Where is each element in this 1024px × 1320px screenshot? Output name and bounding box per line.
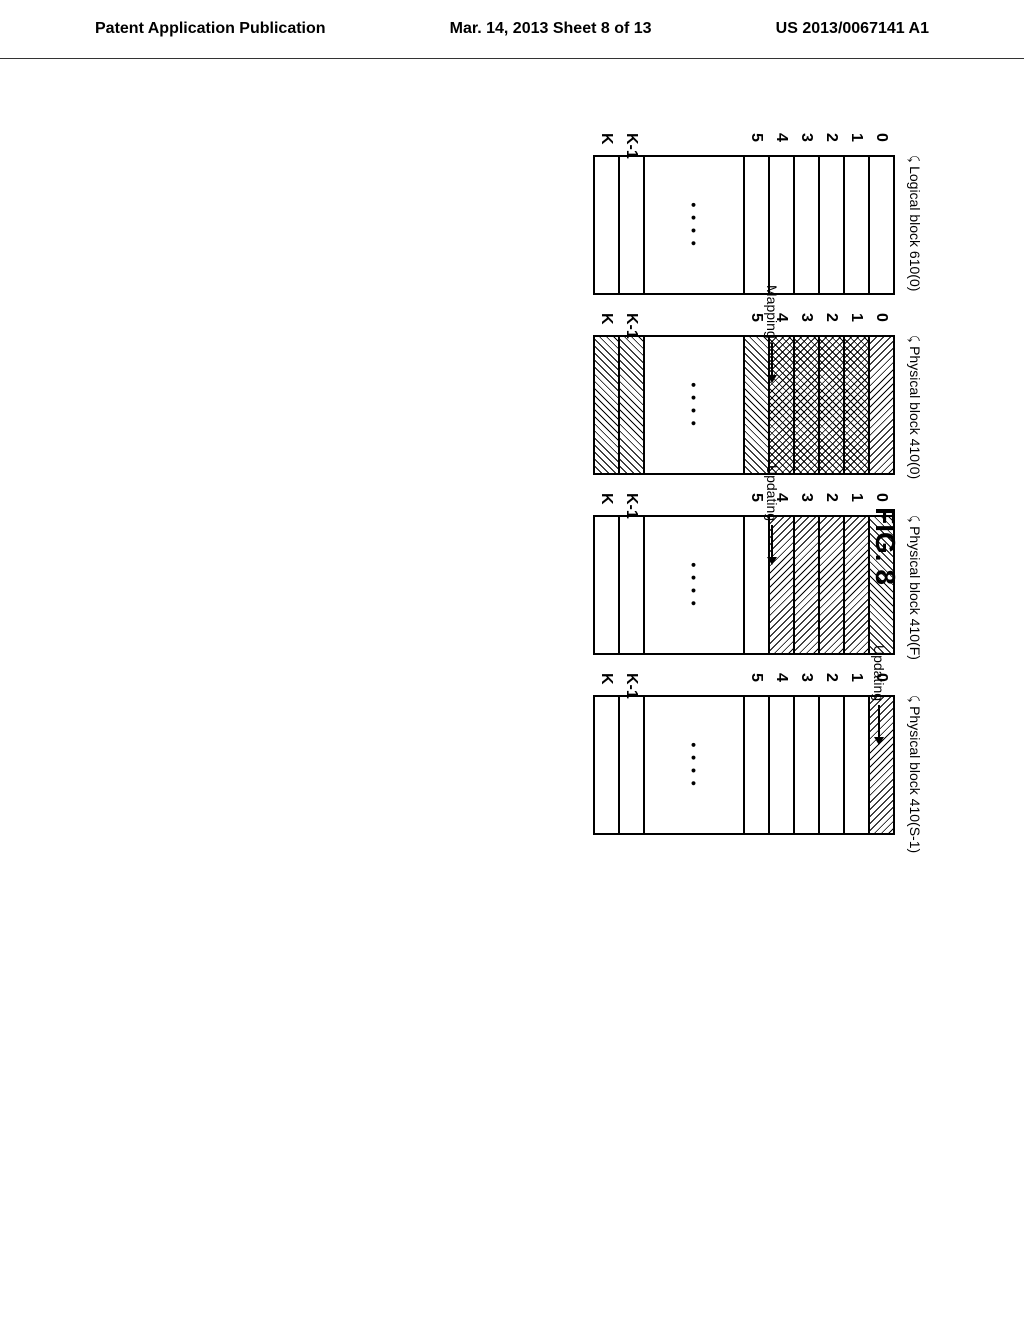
- figure-label: FIG. 8: [869, 507, 901, 585]
- page-number: 2: [823, 673, 841, 682]
- page-cell: 0: [868, 337, 893, 473]
- block-wrapper-2: ⤹ Physical block 410(F)012345• • • •K-1K…: [593, 515, 895, 655]
- block-wrapper-1: ⤹ Physical block 410(0)012345• • • •K-1K…: [593, 335, 895, 475]
- page-cell: 2: [818, 697, 843, 833]
- page-number: K: [598, 133, 616, 145]
- page-number: 3: [798, 133, 816, 142]
- page-number: K-1: [623, 133, 641, 159]
- page-number: 5: [748, 313, 766, 322]
- page-cell: 5: [743, 697, 768, 833]
- page-cell: K: [593, 157, 618, 293]
- page-number: 0: [873, 133, 891, 142]
- blocks-container: ⤹ Logical block 610(0)012345• • • •K-1KM…: [593, 155, 895, 885]
- page-number: 2: [823, 133, 841, 142]
- page-number: K-1: [623, 673, 641, 699]
- page-cell: 1: [843, 697, 868, 833]
- figure-diagram: ⤹ Logical block 610(0)012345• • • •K-1KM…: [175, 155, 895, 885]
- page-cell: K: [593, 337, 618, 473]
- page-cell: 1: [843, 157, 868, 293]
- page-cell: 5: [743, 337, 768, 473]
- page-number: 1: [848, 673, 866, 682]
- page-cell: 1: [843, 337, 868, 473]
- arrow-text: Mapping: [764, 285, 780, 339]
- page-cell: 0: [868, 157, 893, 293]
- page-cell: 0: [868, 697, 893, 833]
- page-gap: • • • •: [643, 697, 743, 833]
- header-right: US 2013/0067141 A1: [776, 20, 929, 38]
- page-number: 4: [773, 133, 791, 142]
- page-number: 0: [873, 673, 891, 682]
- page-gap: • • • •: [643, 157, 743, 293]
- page-number: 5: [748, 133, 766, 142]
- page-number: K: [598, 673, 616, 685]
- page-cell: 3: [793, 697, 818, 833]
- page-cell: 2: [818, 517, 843, 653]
- page-gap: • • • •: [643, 517, 743, 653]
- page-number: K: [598, 493, 616, 505]
- page-cell: 2: [818, 337, 843, 473]
- page-cell: 3: [793, 337, 818, 473]
- page-number: 3: [798, 673, 816, 682]
- page-cell: 4: [768, 337, 793, 473]
- page-cell: 4: [768, 697, 793, 833]
- block-stack: 012345• • • •K-1K: [593, 155, 895, 295]
- page-cell: K-1: [618, 517, 643, 653]
- page-number: 4: [773, 673, 791, 682]
- page-number: K: [598, 313, 616, 325]
- block-stack: 012345• • • •K-1K: [593, 695, 895, 835]
- block-label: ⤹ Physical block 410(0): [906, 335, 923, 479]
- page-number: 1: [848, 493, 866, 502]
- page-cell: 5: [743, 157, 768, 293]
- page-cell: K-1: [618, 157, 643, 293]
- page-cell: K: [593, 697, 618, 833]
- page-number: 2: [823, 493, 841, 502]
- page-number: 3: [798, 313, 816, 322]
- page-number: K-1: [623, 313, 641, 339]
- page-cell: 3: [793, 517, 818, 653]
- block-wrapper-3: ⤹ Physical block 410(S-1)012345• • • •K-…: [593, 695, 895, 835]
- block-stack: 012345• • • •K-1K: [593, 335, 895, 475]
- page-number: 0: [873, 493, 891, 502]
- page-number: 2: [823, 313, 841, 322]
- page-cell: 2: [818, 157, 843, 293]
- block-label: ⤹ Physical block 410(F): [906, 515, 923, 660]
- page-cell: 4: [768, 517, 793, 653]
- block-label: ⤹ Physical block 410(S-1): [906, 695, 923, 853]
- page-gap: • • • •: [643, 337, 743, 473]
- page-cell: 1: [843, 517, 868, 653]
- page-cell: K-1: [618, 697, 643, 833]
- page-cell: K: [593, 517, 618, 653]
- page-cell: 3: [793, 157, 818, 293]
- block-label: ⤹ Logical block 610(0): [906, 155, 923, 291]
- header-left: Patent Application Publication: [95, 20, 326, 38]
- page-cell: 5: [743, 517, 768, 653]
- page-number: 1: [848, 133, 866, 142]
- page-number: 5: [748, 493, 766, 502]
- page-number: 1: [848, 313, 866, 322]
- page-cell: K-1: [618, 337, 643, 473]
- page-number: 5: [748, 673, 766, 682]
- page-number: 4: [773, 493, 791, 502]
- page-header: Patent Application Publication Mar. 14, …: [0, 0, 1024, 59]
- page-number: K-1: [623, 493, 641, 519]
- page-number: 4: [773, 313, 791, 322]
- header-center: Mar. 14, 2013 Sheet 8 of 13: [450, 20, 652, 38]
- page-number: 3: [798, 493, 816, 502]
- page-number: 0: [873, 313, 891, 322]
- page-cell: 4: [768, 157, 793, 293]
- block-wrapper-0: ⤹ Logical block 610(0)012345• • • •K-1KM…: [593, 155, 895, 295]
- block-stack: 012345• • • •K-1K: [593, 515, 895, 655]
